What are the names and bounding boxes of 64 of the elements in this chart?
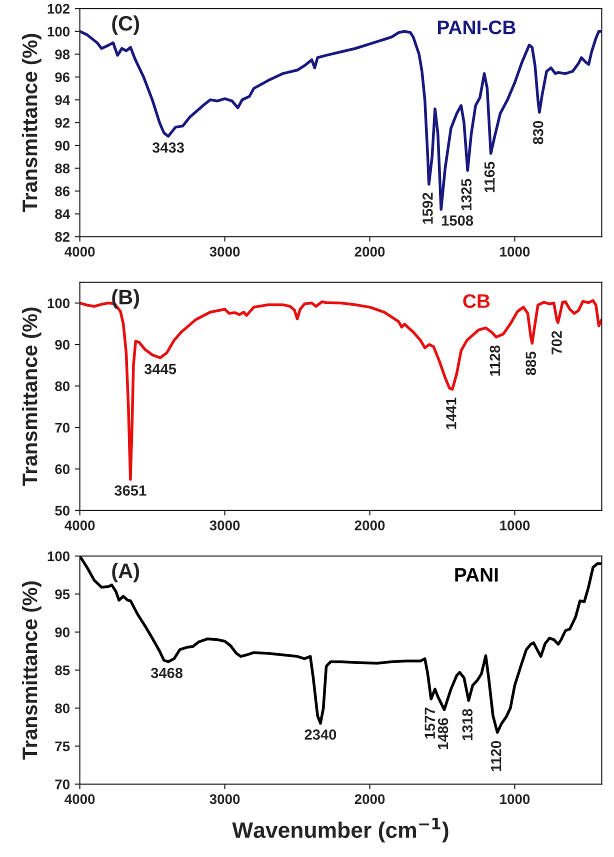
x-tick-label: 1000	[500, 520, 530, 530]
annotation: 3445	[144, 364, 176, 374]
y-tick-label: 82	[55, 232, 70, 242]
annotation: 702	[552, 331, 562, 354]
y-tick-label: 80	[55, 381, 70, 392]
series-label: PANI-CB	[438, 20, 516, 34]
x-tick-label: 3000	[210, 246, 240, 257]
annotation: 1165	[484, 162, 495, 192]
y-tick-label: 86	[55, 186, 70, 196]
y-tick-label: 94	[55, 95, 70, 105]
annotation: 1441	[446, 398, 456, 429]
x-tick-label: 3000	[210, 794, 240, 804]
annotation: 1318	[462, 708, 473, 740]
y-tick-label: 90	[55, 627, 70, 638]
x-tick-label: 4000	[64, 794, 95, 804]
y-tick-label: 100	[48, 551, 70, 562]
x-tick-label: 2000	[354, 246, 385, 257]
y-tick-label: 85	[55, 665, 70, 676]
x-tick-label: 2000	[354, 520, 385, 530]
y-tick-label: 90	[55, 340, 70, 350]
y-tick-label: 96	[55, 72, 70, 82]
annotation: 1592	[422, 192, 433, 224]
y-tick-label: 60	[55, 464, 70, 474]
annotation: 830	[532, 120, 544, 144]
text: PANI	[455, 568, 498, 582]
annotation: 1486	[438, 718, 448, 750]
x-tick-label: 1000	[500, 794, 530, 804]
x-tick-label: 4000	[64, 246, 95, 257]
annotation: 1128	[490, 345, 500, 376]
y-tick-label: 100	[48, 26, 70, 37]
annotation: 885	[526, 352, 536, 376]
y-tick-label: 70	[55, 422, 70, 433]
y-tick-label: 100	[48, 298, 70, 308]
x-axis-title: Wavenumber (cm$^{−1}$)	[232, 818, 448, 842]
annotation: 1577	[424, 708, 435, 738]
y-axis-title: Transmittance (%)	[22, 34, 42, 212]
y-tick-label: 50	[55, 506, 70, 516]
y-tick-label: 80	[55, 703, 70, 714]
annotation: 2340	[304, 729, 336, 740]
annotation: 3433	[152, 142, 184, 153]
chart-title: (A)	[112, 562, 140, 582]
series-label: CB	[463, 294, 490, 308]
annotation: 3651	[114, 485, 146, 496]
y-tick-label: 75	[55, 742, 70, 752]
y-tick-label: 102	[48, 4, 70, 14]
y-tick-label: 92	[55, 118, 70, 128]
y-tick-label: 70	[55, 779, 70, 790]
annotation: 1120	[490, 741, 502, 772]
annotation: 1325	[461, 178, 472, 210]
y-tick-label: 84	[55, 209, 70, 220]
y-axis-title: Transmittance (%)	[22, 581, 42, 760]
x-tick-label: 4000	[64, 520, 95, 530]
x-tick-label: 2000	[354, 794, 385, 804]
chart-title: (B)	[112, 289, 140, 309]
y-tick-label: 88	[55, 164, 70, 174]
x-tick-label: 1000	[500, 246, 530, 257]
chart-title: (C)	[112, 15, 140, 35]
annotation: 1508	[442, 215, 474, 226]
y-tick-label: 95	[55, 589, 70, 600]
y-tick-label: 98	[55, 50, 70, 60]
annotation: 3468	[150, 668, 183, 678]
y-tick-label: 90	[55, 140, 70, 151]
y-axis-title: Transmittance (%)	[22, 308, 42, 486]
x-tick-label: 3000	[210, 520, 240, 530]
